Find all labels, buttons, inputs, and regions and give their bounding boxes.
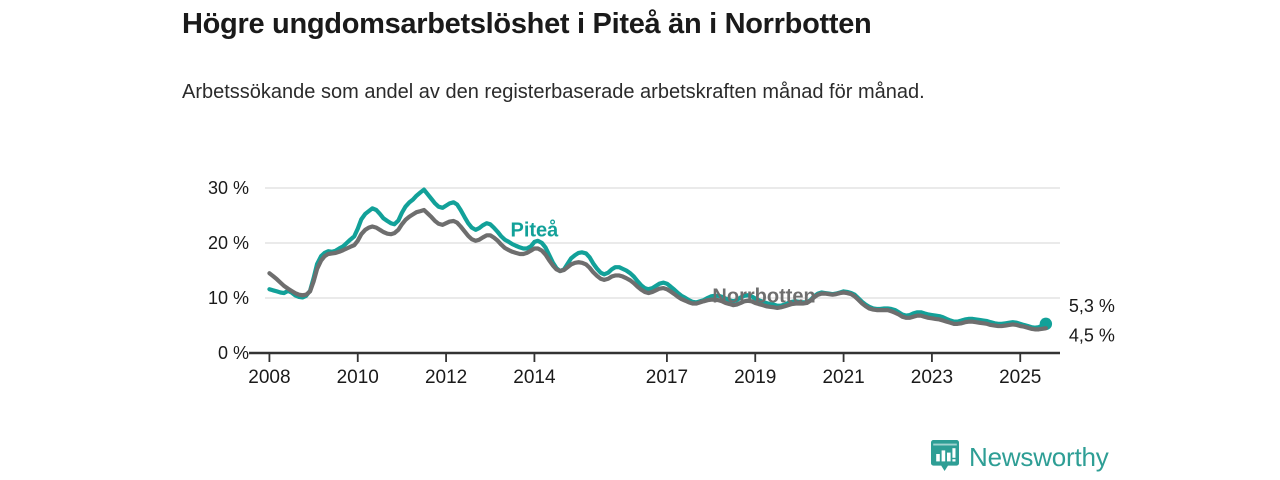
- page-title: Högre ungdomsarbetslöshet i Piteå än i N…: [182, 8, 872, 40]
- data-series: [267, 187, 1053, 332]
- y-axis-tick-label: 20 %: [208, 233, 249, 253]
- y-axis-tick-label: 30 %: [208, 178, 249, 198]
- chart-annotations: Piteå Norrbotten 5,3 % 4,5 %: [511, 218, 1115, 345]
- series-line-pite: [267, 187, 1048, 330]
- x-axis-tick-label: 2025: [999, 367, 1041, 388]
- x-axis: [249, 351, 1060, 362]
- pitea-end-value: 5,3 %: [1069, 296, 1115, 316]
- bar-chart-exclamation-icon: [930, 440, 960, 474]
- x-axis-tick-label: 2010: [337, 367, 379, 388]
- y-axis-tick-label: 0 %: [218, 343, 249, 363]
- newsworthy-logo[interactable]: Newsworthy: [930, 440, 1109, 474]
- x-axis-tick-label: 2014: [513, 367, 556, 388]
- page-subtitle: Arbetssökande som andel av den registerb…: [182, 81, 925, 103]
- y-axis-tick-label: 10 %: [208, 288, 249, 308]
- x-axis-tick-label: 2023: [911, 367, 953, 388]
- y-axis-labels: 0 % 10 % 20 % 30 %: [208, 178, 249, 363]
- norrbotten-end-value: 4,5 %: [1069, 325, 1115, 345]
- series-line-norrbotten: [267, 207, 1048, 332]
- x-axis-tick-label: 2021: [822, 367, 864, 388]
- x-axis-tick-label: 2008: [248, 367, 290, 388]
- x-axis-tick-label: 2019: [734, 367, 776, 388]
- x-axis-tick-label: 2012: [425, 367, 467, 388]
- gridlines: [265, 187, 1060, 299]
- x-axis-tick-label: 2017: [646, 367, 688, 388]
- logo-wordmark: Newsworthy: [969, 442, 1109, 472]
- pitea-series-label: Piteå: [511, 218, 560, 241]
- norrbotten-series-label: Norrbotten: [712, 285, 815, 307]
- x-axis-labels: 2008 2010 2012 2014 2017 2019 2021 2023 2025: [248, 367, 1041, 388]
